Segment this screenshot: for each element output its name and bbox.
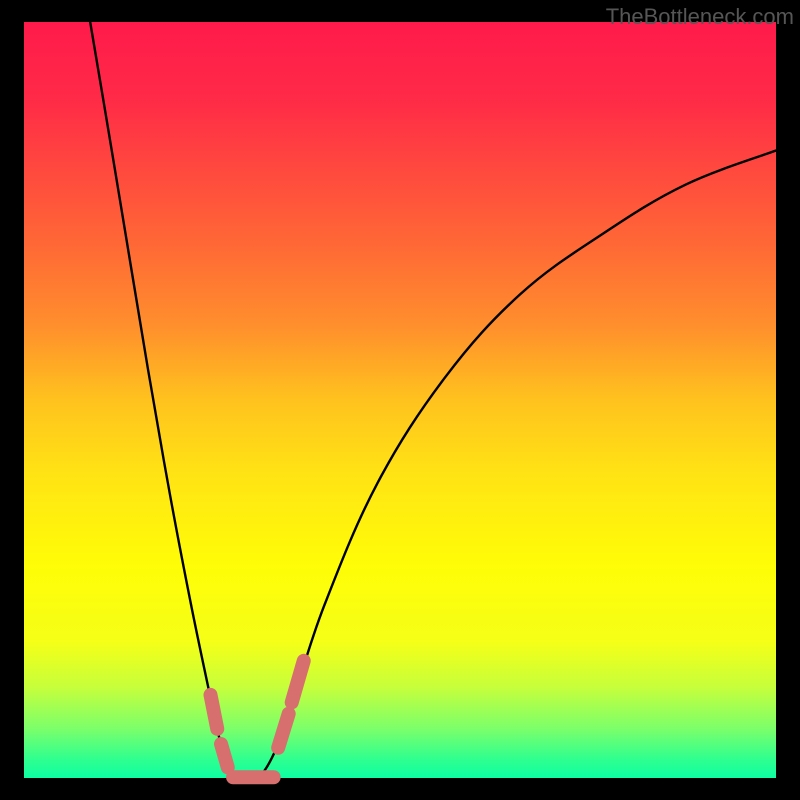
plot-background-gradient (24, 22, 776, 778)
watermark-text: TheBottleneck.com (606, 4, 794, 30)
marker-segment (221, 744, 228, 767)
bottleneck-chart (0, 0, 800, 800)
chart-stage: TheBottleneck.com (0, 0, 800, 800)
marker-segment (211, 695, 218, 729)
